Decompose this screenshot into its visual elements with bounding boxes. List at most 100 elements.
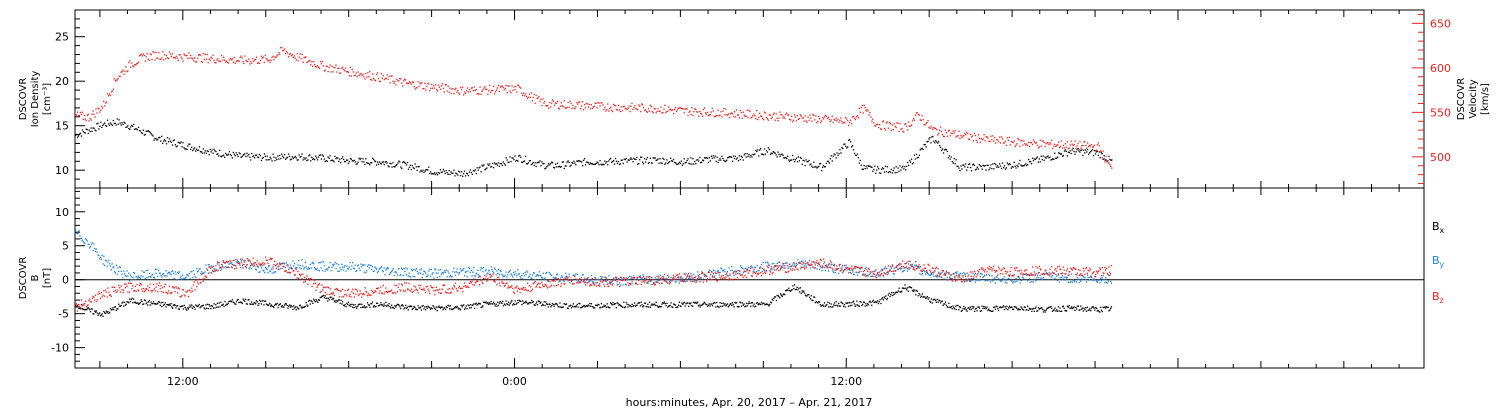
bx-series-point xyxy=(868,301,870,303)
ion-density-series-point xyxy=(911,163,914,165)
velocity-series-point xyxy=(1022,144,1024,146)
bx-series-point xyxy=(983,307,986,310)
by-series-point xyxy=(235,261,238,263)
velocity-series-point xyxy=(569,100,571,102)
by-series-point xyxy=(974,281,977,283)
by-series-point xyxy=(892,272,894,275)
ion-density-series-point xyxy=(214,150,216,152)
ion-density-series-point xyxy=(598,164,600,166)
bx-series-point xyxy=(210,307,212,310)
bx-series-point xyxy=(767,304,769,306)
by-series-point xyxy=(177,272,180,275)
ion-density-series-point xyxy=(564,165,566,167)
by-series-point xyxy=(816,268,818,270)
by-series-point xyxy=(307,268,309,271)
ion-density-series-point xyxy=(244,153,246,155)
velocity-series-point xyxy=(942,135,945,138)
ion-density-series-point xyxy=(985,169,987,171)
bx-series-point xyxy=(553,305,555,307)
by-series-point xyxy=(737,269,739,272)
bz-series-point xyxy=(123,283,126,285)
bx-series-point xyxy=(626,303,628,305)
velocity-series-point xyxy=(760,115,762,117)
bx-series-point xyxy=(430,307,433,309)
velocity-series-point xyxy=(876,123,878,126)
bx-series-point xyxy=(1060,310,1062,312)
by-series-point xyxy=(530,277,532,279)
by-series-point xyxy=(1012,281,1015,283)
bx-series-point xyxy=(225,304,227,306)
by-series-point xyxy=(258,271,260,273)
by-series-point xyxy=(830,264,832,266)
bx-series-point xyxy=(387,304,389,307)
ion-density-series-point xyxy=(880,172,882,174)
bx-series-point xyxy=(837,305,839,307)
by-series-point xyxy=(1029,281,1031,283)
velocity-series-point xyxy=(685,107,687,110)
ion-density-series-point xyxy=(1058,152,1060,154)
bx-series-point xyxy=(984,306,986,308)
bx-series-point xyxy=(745,305,747,307)
velocity-series-point xyxy=(530,92,532,94)
y-tick-label-left-bottom: -5 xyxy=(58,308,69,321)
bx-series-point xyxy=(1052,309,1054,311)
velocity-series-point xyxy=(274,56,276,58)
velocity-series-point xyxy=(405,82,408,84)
bx-series-point xyxy=(486,302,488,305)
bx-series-point xyxy=(468,305,470,307)
by-series-point xyxy=(1103,279,1105,281)
by-series-point xyxy=(839,263,841,266)
ion-density-series-point xyxy=(607,164,609,166)
ion-density-series-point xyxy=(344,160,346,163)
by-series-point xyxy=(560,277,562,279)
velocity-series-point xyxy=(968,138,970,140)
velocity-series-point xyxy=(708,114,710,116)
bx-series-point xyxy=(444,308,447,311)
velocity-series-point xyxy=(665,111,667,114)
bx-series-point xyxy=(252,303,254,306)
by-series-point xyxy=(294,267,297,269)
bx-series-point xyxy=(400,307,402,310)
by-series-point xyxy=(877,275,880,277)
by-series-point xyxy=(640,277,642,280)
bx-series-point xyxy=(434,308,437,311)
by-series-point xyxy=(650,280,652,282)
velocity-series-point xyxy=(1087,142,1089,144)
ion-density-series-point xyxy=(372,157,374,159)
by-series-point xyxy=(851,268,853,270)
bx-series-point xyxy=(1071,306,1073,308)
by-series-point xyxy=(891,267,893,269)
ion-density-series-point xyxy=(752,153,754,156)
ion-density-series-point xyxy=(539,160,541,162)
bz-series-point xyxy=(115,291,117,293)
velocity-series-point xyxy=(1093,144,1096,146)
ion-density-series-point xyxy=(566,161,568,163)
by-series-point xyxy=(561,275,563,277)
velocity-series-point xyxy=(121,71,123,73)
velocity-series-point xyxy=(985,136,987,138)
velocity-series-point xyxy=(812,113,814,115)
ion-density-series-point xyxy=(194,147,196,149)
velocity-series-point xyxy=(888,122,890,124)
by-series-point xyxy=(755,266,757,269)
ion-density-series-point xyxy=(886,166,888,168)
ion-density-series-point xyxy=(259,155,262,157)
by-series-point xyxy=(699,276,701,278)
ion-density-series-point xyxy=(168,138,171,140)
velocity-series-point xyxy=(562,106,564,108)
by-series-point xyxy=(565,272,567,274)
velocity-series-point xyxy=(927,120,929,122)
by-series-point xyxy=(1048,272,1050,274)
by-series-point xyxy=(317,269,319,271)
bx-series-point xyxy=(771,298,773,300)
velocity-series-point xyxy=(624,107,626,110)
by-series-point xyxy=(506,276,508,278)
bx-series-point xyxy=(377,305,379,307)
by-series-point xyxy=(227,266,229,268)
bx-series-point xyxy=(529,302,531,304)
bx-series-point xyxy=(1101,310,1103,313)
velocity-series-point xyxy=(742,111,744,113)
by-series-point xyxy=(98,254,100,257)
bx-series-point xyxy=(861,304,863,307)
velocity-series-point xyxy=(1007,139,1009,141)
